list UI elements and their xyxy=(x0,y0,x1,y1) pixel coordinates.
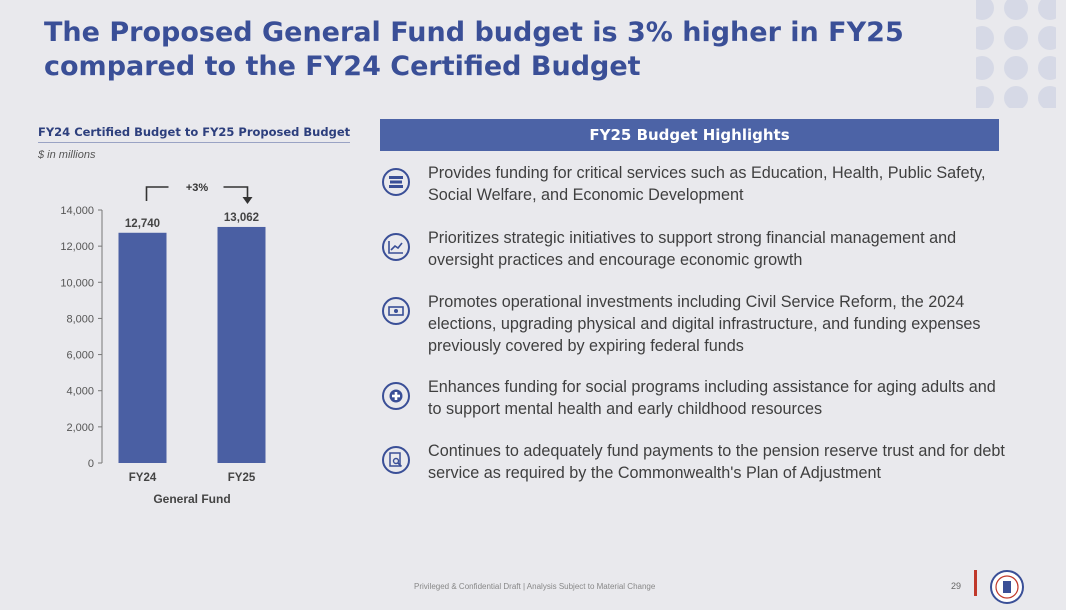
highlight-text: Promotes operational investments includi… xyxy=(428,293,981,355)
x-axis-label: General Fund xyxy=(153,492,230,506)
annotation-label: +3% xyxy=(186,182,209,194)
highlight-item: Provides funding for critical services s… xyxy=(380,162,1020,227)
highlight-item: Enhances funding for social programs inc… xyxy=(380,376,1020,440)
highlight-text: Enhances funding for social programs inc… xyxy=(428,378,996,418)
y-tick-label: 6,000 xyxy=(66,350,94,362)
highlights-list: Provides funding for critical services s… xyxy=(380,162,1020,510)
chart-subtitle: $ in millions xyxy=(38,149,96,161)
footer-accent-bar xyxy=(974,570,977,596)
annotation-arrowhead xyxy=(242,197,253,204)
chart-title-rule xyxy=(38,142,350,143)
trend-chart-icon xyxy=(382,233,410,261)
bar-fy24 xyxy=(118,232,167,463)
y-tick-label: 10,000 xyxy=(60,277,94,289)
decorative-dots xyxy=(976,0,1056,108)
page-number: 29 xyxy=(951,581,962,591)
stacked-books-icon xyxy=(382,168,410,196)
y-tick-label: 12,000 xyxy=(60,241,94,253)
highlight-text: Provides funding for critical services s… xyxy=(428,164,986,204)
y-tick-label: 2,000 xyxy=(66,422,94,434)
footer-note: Privileged & Confidential Draft | Analys… xyxy=(414,582,656,591)
annotation-bracket-right xyxy=(223,186,249,199)
highlight-text: Continues to adequately fund payments to… xyxy=(428,442,1005,482)
highlights-header: FY25 Budget Highlights xyxy=(380,119,999,151)
highlight-item: Continues to adequately fund payments to… xyxy=(380,440,1020,510)
chart-title: FY24 Certified Budget to FY25 Proposed B… xyxy=(38,125,351,139)
medical-cross-icon xyxy=(382,382,410,410)
x-tick-label: FY24 xyxy=(129,472,157,484)
highlight-item: Prioritizes strategic initiatives to sup… xyxy=(380,227,1020,291)
highlight-item: Promotes operational investments includi… xyxy=(380,291,1020,376)
data-label: 13,062 xyxy=(224,212,259,224)
y-tick-label: 8,000 xyxy=(66,313,94,325)
budget-bar-chart: 0 2,000 4,000 6,000 8,000 10,000 12,000 14,000 1… xyxy=(60,182,266,506)
y-tick-label: 14,000 xyxy=(60,205,94,217)
highlight-text: Prioritizes strategic initiatives to sup… xyxy=(428,229,957,269)
government-seal-logo xyxy=(989,569,1025,610)
x-tick-label: FY25 xyxy=(228,472,256,484)
y-tick-label: 4,000 xyxy=(66,386,94,398)
slide-title: The Proposed General Fund budget is 3% h… xyxy=(44,17,904,82)
cash-icon xyxy=(382,297,410,325)
annotation-bracket-left xyxy=(145,186,169,201)
bar-fy25 xyxy=(217,226,266,463)
document-search-icon xyxy=(382,446,410,474)
data-label: 12,740 xyxy=(125,218,160,230)
y-tick-label: 0 xyxy=(88,458,94,470)
